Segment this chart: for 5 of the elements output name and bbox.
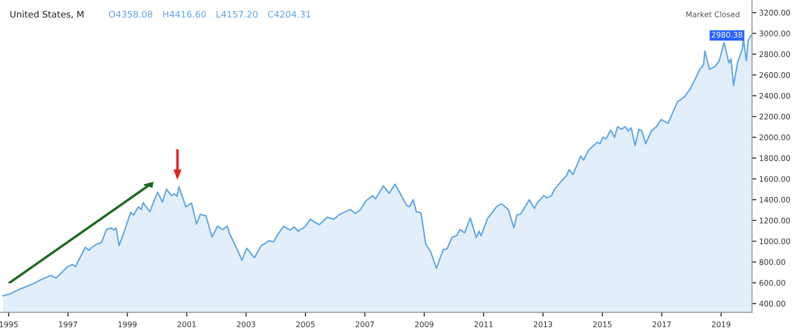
annotation: O4358.08	[108, 10, 152, 18]
annotation: C4204.31	[268, 10, 310, 18]
annotation: H4416.60	[163, 10, 206, 18]
annotation: L4157.20	[216, 10, 258, 18]
text: United States, M	[10, 10, 84, 19]
